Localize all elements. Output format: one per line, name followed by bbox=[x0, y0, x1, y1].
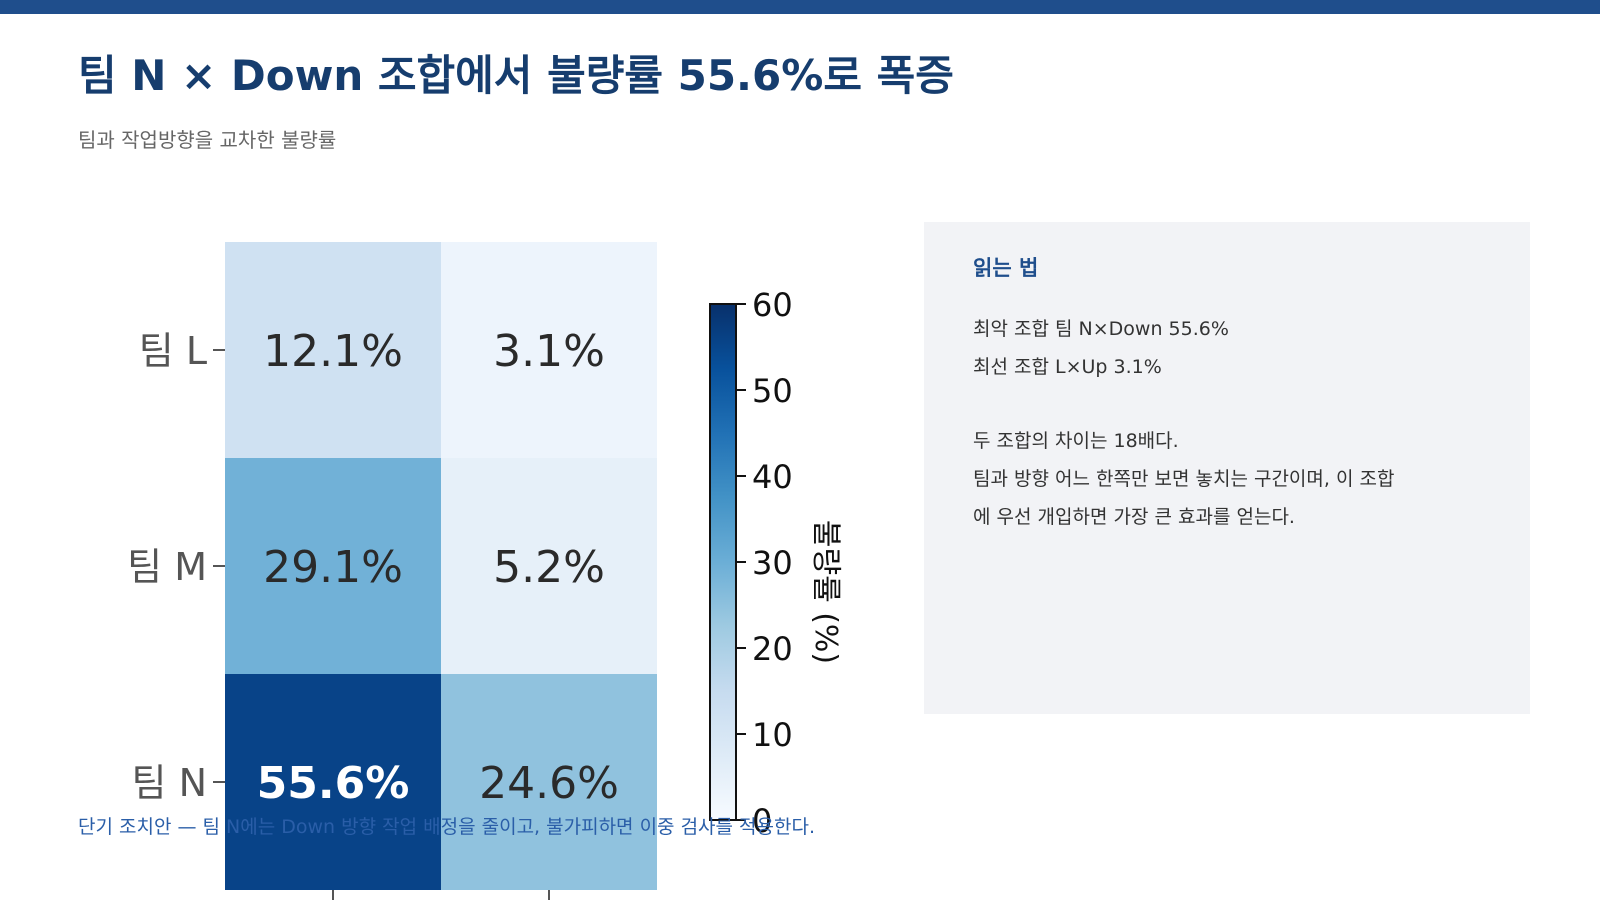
colorbar bbox=[709, 303, 737, 821]
cell-value-label: 5.2% bbox=[493, 542, 605, 593]
heatmap-cell bbox=[225, 242, 441, 458]
heatmap-cell bbox=[441, 242, 657, 458]
heatmap-cell bbox=[225, 674, 441, 890]
panel-line-ratio: 두 조합의 차이는 18배다. bbox=[973, 430, 1179, 452]
colorbar-label: 불량률 (%) bbox=[808, 520, 843, 664]
panel-line-explain-2: 에 우선 개입하면 가장 큰 효과를 얻는다. bbox=[973, 506, 1295, 528]
row-label: 팀 L bbox=[139, 329, 207, 373]
heatmap-cell bbox=[441, 674, 657, 890]
heatmap-cell bbox=[441, 458, 657, 674]
cell-value-label: 12.1% bbox=[263, 326, 403, 377]
colorbar-tick-label: 0 bbox=[752, 802, 772, 840]
row-label: 팀 M bbox=[127, 545, 207, 589]
reading-guide-panel: 읽는 법 최악 조합 팀 N×Down 55.6% 최선 조합 L×Up 3.1… bbox=[924, 222, 1530, 714]
colorbar-tick-label: 30 bbox=[752, 544, 793, 582]
page-title: 팀 N × Down 조합에서 불량률 55.6%로 폭증 bbox=[78, 51, 954, 100]
cell-value-label: 55.6% bbox=[257, 758, 410, 809]
colorbar-tick-label: 40 bbox=[752, 458, 793, 496]
row-label: 팀 N bbox=[132, 761, 207, 805]
colorbar-tick-label: 50 bbox=[752, 372, 793, 410]
heatmap-chart: 12.1% 3.1% 29.1% 5.2% 55.6% 24.6% 팀 L 팀 M 팀 N 0 10… bbox=[127, 242, 843, 900]
panel-title: 읽는 법 bbox=[973, 256, 1039, 280]
panel-line-worst: 최악 조합 팀 N×Down 55.6% bbox=[973, 318, 1229, 340]
colorbar-tick-label: 60 bbox=[752, 286, 793, 324]
cell-value-label: 3.1% bbox=[493, 326, 605, 377]
heatmap-cell bbox=[225, 458, 441, 674]
footnote-action: 단기 조치안 — 팀 N에는 Down 방향 작업 배정을 줄이고, 불가피하면… bbox=[78, 816, 816, 838]
cell-value-label: 29.1% bbox=[263, 542, 403, 593]
top-accent-bar bbox=[0, 0, 1600, 14]
colorbar-tick-label: 20 bbox=[752, 630, 793, 668]
page-subtitle: 팀과 작업방향을 교차한 불량률 bbox=[78, 128, 337, 152]
colorbar-tick-label: 10 bbox=[752, 716, 793, 754]
panel-line-best: 최선 조합 L×Up 3.1% bbox=[973, 356, 1162, 378]
panel-line-explain-1: 팀과 방향 어느 한쪽만 보면 놓치는 구간이며, 이 조합 bbox=[973, 468, 1395, 490]
cell-value-label: 24.6% bbox=[479, 758, 619, 809]
